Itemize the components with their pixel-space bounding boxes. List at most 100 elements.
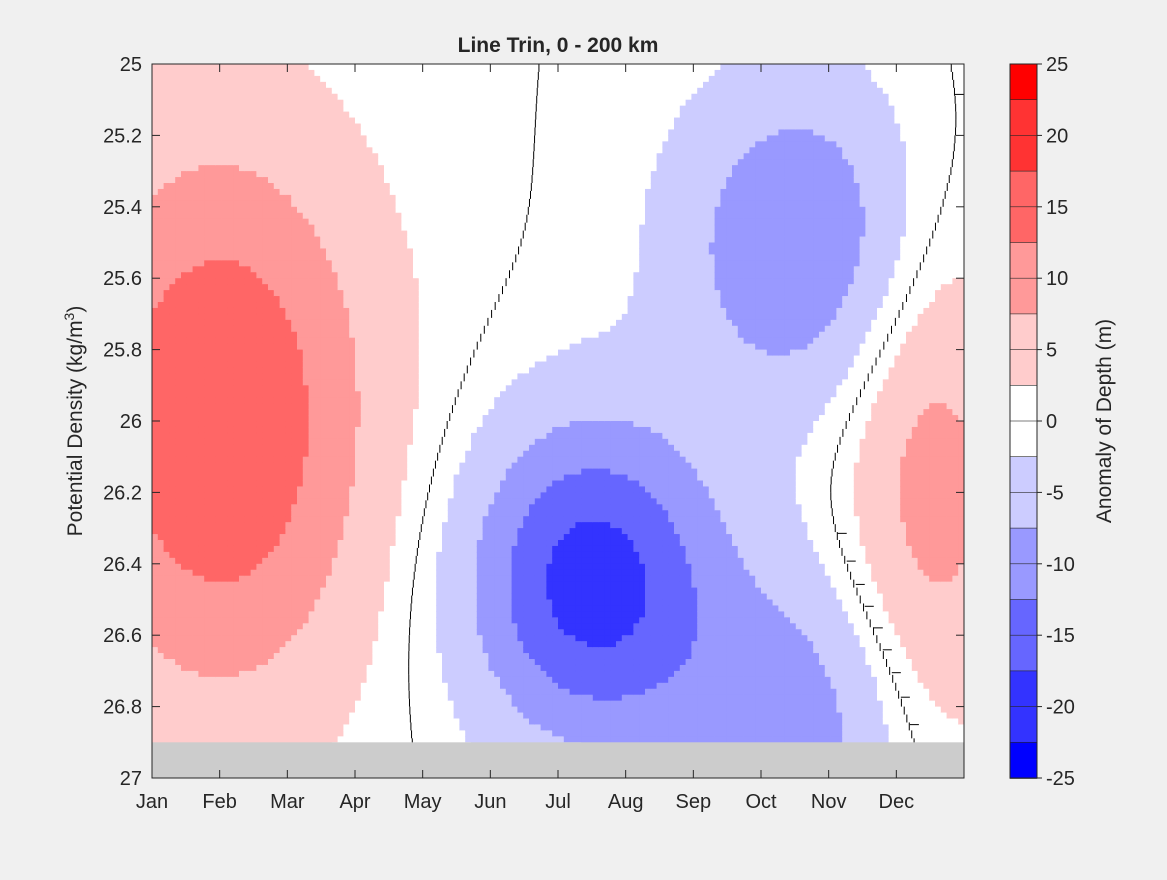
field-cell	[175, 325, 182, 333]
field-cell	[163, 242, 170, 250]
field-cell	[366, 355, 373, 363]
field-cell	[291, 551, 298, 559]
field-cell	[256, 557, 263, 565]
field-cell	[186, 682, 194, 690]
field-cell	[192, 706, 199, 714]
field-cell	[175, 64, 182, 71]
field-cell	[308, 206, 315, 214]
field-cell	[256, 712, 263, 720]
field-cell	[302, 313, 310, 321]
field-cell	[279, 462, 286, 470]
field-cell	[337, 254, 344, 261]
field-cell	[349, 569, 356, 577]
field-cell	[384, 468, 391, 476]
field-cell	[204, 188, 211, 196]
field-cell	[285, 498, 292, 505]
field-cell	[262, 694, 269, 702]
field-cell	[198, 486, 205, 493]
field-cell	[302, 159, 310, 166]
field-cell	[302, 730, 310, 737]
field-cell	[326, 498, 333, 505]
field-cell	[360, 325, 368, 333]
field-cell	[291, 129, 298, 136]
field-cell	[343, 212, 350, 220]
field-cell	[204, 528, 211, 535]
field-cell	[291, 730, 298, 737]
field-cell	[297, 343, 304, 351]
field-cell	[285, 224, 292, 232]
field-cell	[262, 492, 269, 499]
field-cell	[239, 730, 246, 737]
field-cell	[343, 694, 350, 702]
field-cell	[181, 653, 188, 660]
field-cell	[181, 522, 188, 529]
field-cell	[314, 87, 321, 95]
field-cell	[297, 510, 304, 517]
field-cell	[297, 212, 304, 220]
field-cell	[163, 361, 170, 369]
field-cell	[273, 522, 281, 529]
field-cell	[256, 563, 263, 571]
field-cell	[204, 147, 211, 154]
field-cell	[372, 528, 379, 535]
field-cell	[227, 635, 234, 642]
field-cell	[297, 474, 304, 482]
field-cell	[285, 117, 292, 125]
field-cell	[297, 444, 304, 452]
field-cell	[291, 355, 298, 363]
field-cell	[175, 611, 182, 618]
field-cell	[239, 736, 246, 743]
field-cell	[227, 659, 234, 666]
field-cell	[320, 700, 327, 708]
field-cell	[157, 200, 165, 208]
field-cell	[227, 456, 234, 464]
field-cell	[244, 236, 252, 244]
field-cell	[186, 296, 194, 303]
field-cell	[384, 545, 391, 553]
field-cell	[152, 611, 159, 618]
field-cell	[192, 676, 199, 684]
field-cell	[210, 670, 217, 678]
field-cell	[285, 557, 292, 565]
field-cell	[302, 64, 310, 71]
field-cell	[326, 391, 333, 398]
field-cell	[326, 664, 333, 672]
field-cell	[262, 206, 269, 214]
field-cell	[349, 307, 356, 315]
field-cell	[163, 349, 170, 357]
field-cell	[244, 516, 252, 523]
field-cell	[372, 367, 379, 374]
field-cell	[279, 694, 286, 702]
field-cell	[152, 706, 159, 714]
field-cell	[233, 75, 240, 83]
field-cell	[308, 81, 315, 89]
field-cell	[285, 599, 292, 607]
field-cell	[372, 468, 379, 476]
field-cell	[204, 551, 211, 559]
field-cell	[384, 403, 391, 410]
field-cell	[320, 206, 327, 214]
field-cell	[355, 302, 362, 309]
field-cell	[157, 75, 165, 83]
field-cell	[273, 706, 281, 714]
field-cell	[210, 242, 217, 250]
field-cell	[331, 105, 339, 113]
field-cell	[366, 248, 373, 255]
field-cell	[192, 736, 199, 743]
field-cell	[221, 99, 228, 107]
field-cell	[210, 248, 217, 255]
field-cell	[378, 617, 385, 624]
field-cell	[372, 409, 379, 416]
field-cell	[314, 545, 321, 553]
field-cell	[256, 688, 263, 696]
field-cell	[291, 694, 298, 702]
field-cell	[221, 165, 228, 172]
field-cell	[297, 105, 304, 113]
field-cell	[308, 694, 315, 702]
field-cell	[279, 569, 286, 577]
field-cell	[273, 659, 281, 666]
field-cell	[181, 635, 188, 642]
field-cell	[343, 296, 350, 303]
field-cell	[256, 117, 263, 125]
field-cell	[169, 593, 176, 601]
